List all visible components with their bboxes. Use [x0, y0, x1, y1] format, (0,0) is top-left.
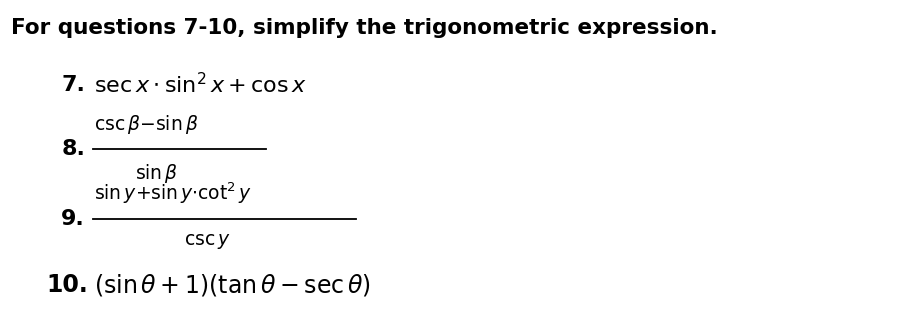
- Text: $\mathrm{sec}\,x \cdot \sin^2 x + \cos x$: $\mathrm{sec}\,x \cdot \sin^2 x + \cos x…: [94, 72, 308, 97]
- Text: 10.: 10.: [47, 273, 88, 297]
- Text: 9.: 9.: [61, 209, 85, 229]
- Text: $\sin y{+}\sin y{\cdot}\cot^2 y$: $\sin y{+}\sin y{\cdot}\cot^2 y$: [94, 181, 253, 206]
- Text: For questions 7-10, simplify the trigonometric expression.: For questions 7-10, simplify the trigono…: [11, 18, 717, 38]
- Text: 8.: 8.: [61, 139, 86, 159]
- Text: 7.: 7.: [61, 75, 86, 95]
- Text: $(\sin\theta + 1)(\tan\theta - \sec\theta)$: $(\sin\theta + 1)(\tan\theta - \sec\thet…: [94, 272, 372, 298]
- Text: $\sin\beta$: $\sin\beta$: [135, 162, 178, 185]
- Text: $\csc y$: $\csc y$: [184, 232, 231, 251]
- Text: $\csc\beta{-}\sin\beta$: $\csc\beta{-}\sin\beta$: [94, 113, 199, 136]
